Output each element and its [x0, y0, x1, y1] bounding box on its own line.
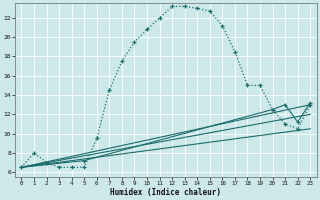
X-axis label: Humidex (Indice chaleur): Humidex (Indice chaleur) [110, 188, 221, 197]
